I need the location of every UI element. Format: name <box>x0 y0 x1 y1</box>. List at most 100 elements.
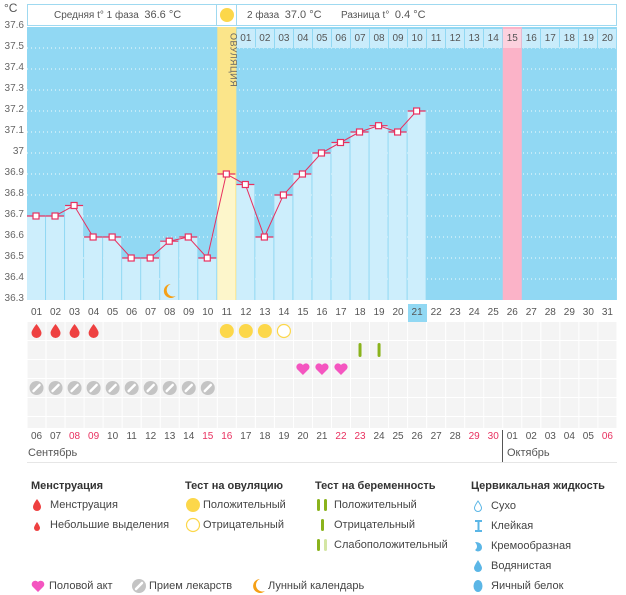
calendar-date[interactable]: 07 <box>49 431 62 442</box>
calendar-date[interactable]: 09 <box>88 431 100 442</box>
grid-cell <box>370 360 389 378</box>
grid-cell <box>408 417 427 428</box>
calendar-date[interactable]: 13 <box>164 431 176 442</box>
cycle-day[interactable]: 19 <box>373 307 385 318</box>
cycle-day[interactable]: 27 <box>525 307 537 318</box>
calendar-date[interactable]: 20 <box>297 431 309 442</box>
pill-stripe <box>165 383 174 393</box>
calendar-date[interactable]: 28 <box>449 431 461 442</box>
grid-cell <box>255 341 274 359</box>
cycle-day[interactable]: 28 <box>544 307 556 318</box>
grid-cell <box>46 417 65 428</box>
cycle-day[interactable]: 29 <box>563 307 575 318</box>
grid-cell <box>65 398 84 416</box>
grid-cell <box>331 417 351 428</box>
cycle-day[interactable]: 31 <box>601 307 613 318</box>
cycle-day[interactable]: 21 <box>407 304 427 322</box>
grid-cell <box>46 341 65 359</box>
cycle-day[interactable]: 05 <box>107 307 119 318</box>
cycle-day[interactable]: 25 <box>487 307 499 318</box>
grid-cell <box>408 341 427 359</box>
legend-intercourse: Половой акт <box>31 578 113 594</box>
cycle-day[interactable]: 08 <box>164 307 176 318</box>
calendar-date[interactable]: 06 <box>30 431 43 442</box>
legend-lunar: Лунный календарь <box>250 578 364 594</box>
phase2-day: 06 <box>331 29 350 48</box>
grid-cell <box>503 379 522 397</box>
cycle-day[interactable]: 06 <box>126 307 138 318</box>
calendar-date[interactable]: 02 <box>525 431 537 442</box>
calendar-date[interactable]: 19 <box>278 431 290 442</box>
cycle-day[interactable]: 20 <box>392 307 404 318</box>
cycle-day[interactable]: 11 <box>221 307 232 318</box>
grid-cell <box>522 360 541 378</box>
cycle-day[interactable]: 18 <box>354 307 366 318</box>
calendar-date[interactable]: 22 <box>335 431 347 442</box>
calendar-date[interactable]: 29 <box>468 431 480 442</box>
calendar-date[interactable]: 18 <box>259 431 271 442</box>
calendar-date[interactable]: 16 <box>221 431 233 442</box>
calendar-date[interactable]: 11 <box>126 431 137 442</box>
calendar-date[interactable]: 27 <box>430 431 442 442</box>
grid-cell <box>179 417 198 428</box>
ovulation-positive-icon <box>257 324 272 338</box>
temperature-point <box>279 191 288 199</box>
grid-cell <box>27 417 46 428</box>
temperature-point <box>374 122 383 130</box>
grid-cell <box>560 360 579 378</box>
cycle-day[interactable]: 10 <box>202 307 214 318</box>
cycle-day[interactable]: 04 <box>88 307 100 318</box>
cycle-day[interactable]: 09 <box>183 307 195 318</box>
cycle-day[interactable]: 01 <box>30 307 43 318</box>
legend-label: Небольшие выделения <box>50 519 170 531</box>
grid-cell <box>351 398 370 416</box>
cycle-day[interactable]: 17 <box>335 307 347 318</box>
blood-drop-icon <box>50 324 61 338</box>
phase2-day: 04 <box>293 29 312 48</box>
cycle-day[interactable]: 23 <box>449 307 461 318</box>
cycle-day[interactable]: 24 <box>468 307 480 318</box>
calendar-date[interactable]: 01 <box>506 431 518 442</box>
calendar-date[interactable]: 04 <box>563 431 575 442</box>
cycle-day[interactable]: 13 <box>259 307 271 318</box>
calendar-date[interactable]: 17 <box>240 431 252 442</box>
cycle-day[interactable]: 07 <box>145 307 157 318</box>
grid-cell <box>198 322 217 340</box>
calendar-date[interactable]: 15 <box>202 431 214 442</box>
filled-circle-icon <box>186 498 200 513</box>
calendar-date[interactable]: 14 <box>183 431 195 442</box>
cycle-day[interactable]: 22 <box>430 307 442 318</box>
grid-cell <box>274 341 293 359</box>
calendar-date[interactable]: 03 <box>544 431 556 442</box>
calendar-date[interactable]: 08 <box>68 431 81 442</box>
phase2-day: 16 <box>522 29 541 48</box>
calendar-date[interactable]: 06 <box>601 431 613 442</box>
grid-cell <box>427 398 446 416</box>
cycle-day[interactable]: 03 <box>68 307 81 318</box>
grid-cell <box>522 379 541 397</box>
grid-cell <box>293 398 312 416</box>
month-september: Сентябрь <box>28 447 78 459</box>
calendar-date[interactable]: 10 <box>107 431 119 442</box>
calendar-date[interactable]: 25 <box>392 431 404 442</box>
cycle-day[interactable]: 14 <box>278 307 290 318</box>
cycle-day[interactable]: 02 <box>49 307 62 318</box>
empty-circle-icon <box>185 517 201 533</box>
temperature-bar <box>350 132 369 300</box>
cycle-day[interactable]: 12 <box>240 307 252 318</box>
cycle-day[interactable]: 26 <box>506 307 518 318</box>
calendar-date[interactable]: 05 <box>582 431 594 442</box>
calendar-date[interactable]: 21 <box>316 431 328 442</box>
calendar-date[interactable]: 23 <box>354 431 366 442</box>
grid-cell <box>274 398 293 416</box>
calendar-date[interactable]: 30 <box>487 431 499 442</box>
grid-cell <box>522 398 541 416</box>
temperature-point <box>222 170 230 178</box>
calendar-date[interactable]: 24 <box>373 431 385 442</box>
calendar-date[interactable]: 12 <box>145 431 157 442</box>
cycle-day[interactable]: 30 <box>582 307 594 318</box>
grid-cell <box>503 398 522 416</box>
cycle-day[interactable]: 16 <box>316 307 328 318</box>
cycle-day[interactable]: 15 <box>297 307 309 318</box>
calendar-date[interactable]: 26 <box>411 431 423 442</box>
